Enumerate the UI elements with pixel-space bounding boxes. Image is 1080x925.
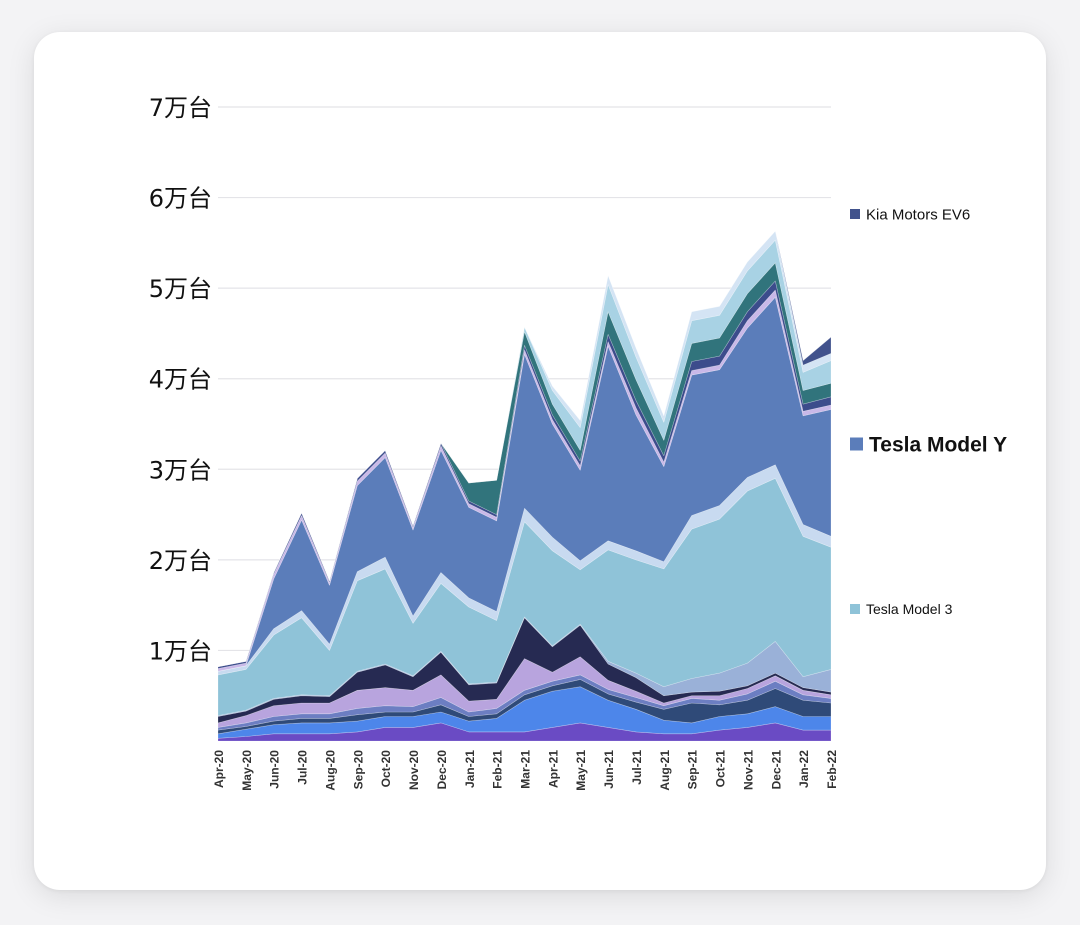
area-series-0 <box>217 722 832 742</box>
area-series-9 <box>217 296 832 672</box>
area-series <box>217 230 832 742</box>
legend-swatch <box>850 437 863 451</box>
legend-item: Kia Motors EV6 <box>850 206 970 223</box>
y-tick-label: 7万台 <box>149 94 212 122</box>
x-tick-label: May-20 <box>240 750 254 791</box>
area-series-8 <box>217 464 832 676</box>
x-tick-label: Apr-20 <box>212 750 226 788</box>
x-tick-label: May-21 <box>574 750 588 791</box>
x-tick-label: Dec-21 <box>769 750 783 790</box>
y-tick-label: 2万台 <box>149 547 212 575</box>
legend-label: Tesla Model Y <box>869 434 1007 457</box>
legend-label: Kia Motors EV6 <box>866 206 970 223</box>
x-tick-label: Feb-21 <box>491 750 505 789</box>
legend-item: Tesla Model 3 <box>850 601 953 617</box>
x-tick-label: Aug-20 <box>323 750 337 791</box>
x-tick-label: Sep-20 <box>351 750 365 790</box>
y-tick-label: 6万台 <box>149 185 212 213</box>
x-tick-label: Jul-21 <box>630 750 644 785</box>
legend-item: Tesla Model Y <box>850 434 1007 457</box>
area-series-12 <box>217 262 832 667</box>
area-series-11 <box>217 280 832 669</box>
y-tick-label: 1万台 <box>149 637 212 665</box>
y-tick-label: 4万台 <box>149 366 212 394</box>
x-tick-label: Jan-22 <box>797 750 811 788</box>
x-tick-label: Jan-21 <box>463 750 477 788</box>
x-tick-label: Jul-20 <box>296 750 310 785</box>
x-tick-label: Jun-21 <box>602 750 616 789</box>
x-tick-label: Nov-21 <box>741 750 755 790</box>
y-tick-label: 5万台 <box>149 275 212 303</box>
area-series-14 <box>217 230 832 667</box>
x-tick-label: Oct-20 <box>379 750 393 788</box>
area-series-15 <box>217 230 832 667</box>
x-tick-label: Oct-21 <box>714 750 728 788</box>
area-series-13 <box>217 239 832 667</box>
area-series-1 <box>217 686 832 739</box>
legend-swatch <box>850 209 860 219</box>
x-tick-label: Apr-21 <box>546 750 560 788</box>
x-tick-label: Nov-20 <box>407 750 421 790</box>
area-series-7 <box>217 478 832 716</box>
y-axis-ticks: 1万台 2万台 3万台 4万台 5万台 6万台 7万台 <box>149 94 212 665</box>
legend-swatch <box>850 604 860 614</box>
legend-label: Tesla Model 3 <box>866 601 953 617</box>
area-series-6 <box>217 616 832 717</box>
area-series-3 <box>217 674 832 731</box>
area-series-2 <box>217 679 832 735</box>
x-tick-label: Mar-21 <box>519 750 533 789</box>
legend: Kia Motors EV6 Tesla Model Y Tesla Model 3 <box>850 206 1007 617</box>
area-series-10 <box>217 289 832 672</box>
x-tick-label: Aug-21 <box>658 750 672 791</box>
x-tick-label: Dec-20 <box>435 750 449 790</box>
y-tick-label: 3万台 <box>149 456 212 484</box>
x-tick-label: Feb-22 <box>825 750 839 789</box>
x-axis-ticks: Apr-20 May-20 Jun-20 Jul-20 Aug-20 Sep-20 Oct-… <box>212 750 839 791</box>
x-tick-label: Jun-20 <box>268 750 282 789</box>
x-tick-label: Sep-21 <box>686 750 700 790</box>
